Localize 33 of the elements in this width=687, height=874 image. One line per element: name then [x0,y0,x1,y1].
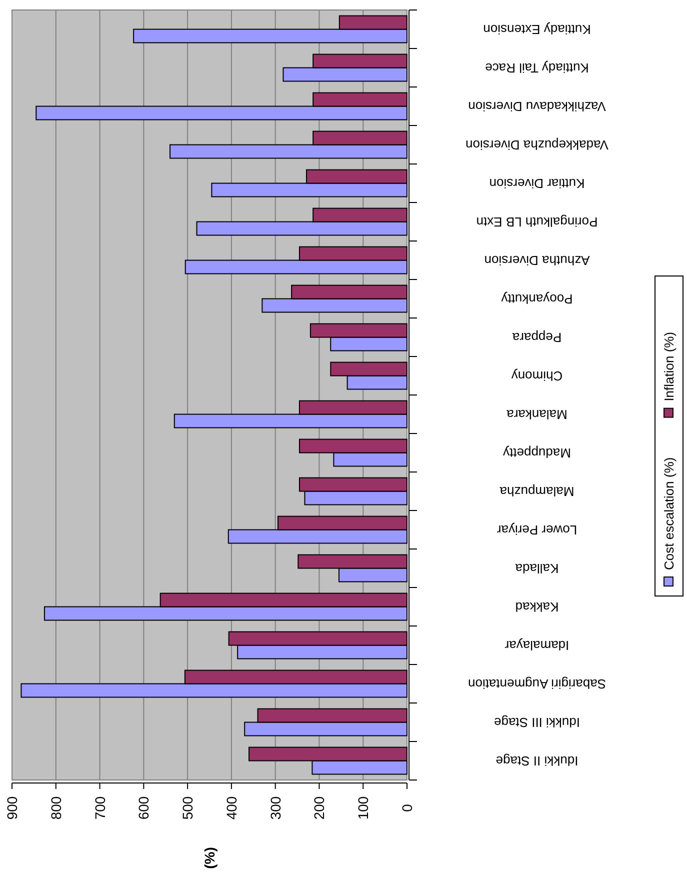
x-tick-label: 0 [399,804,415,812]
x-tick-label: 100 [355,796,372,820]
x-tick-label: 500 [180,796,196,820]
x-tick-label: 400 [223,796,240,820]
y-tick-label: Kallada [514,560,559,576]
y-tick-label: Pooyankutty [500,291,573,306]
y-tick-label: Kuttiar Diversion [489,176,585,191]
x-tick-label: 600 [136,796,152,820]
y-tick-label: Idukki III Stage [494,714,580,730]
y-tick-label: Malankara [506,406,568,422]
y-tick-label: Peppara [512,330,562,345]
text: Inflation (%) [662,332,676,402]
y-tick-label: Vazhikkadavu Diversion [468,98,606,114]
y-tick-label: Kuttiady Tail Race [485,60,589,76]
y-tick-label: Lower Periyar [496,522,578,538]
y-tick-label: Kakkad [515,599,559,614]
y-tick-label: Vadakkepuzha Diversion [466,137,608,152]
y-tick-label: Kuttiady Extension [483,22,591,37]
y-tick-label: Azhutha Diversion [484,252,590,268]
y-tick-label: Maduppetty [502,445,571,460]
y-tick-label: Malampuzha [499,484,574,499]
y-tick-label: Idukki II Stage [496,753,578,768]
text: Cost escalation (%) [662,457,676,570]
y-tick-label: Chimony [510,368,563,384]
y-axis-title: (%) [202,847,218,869]
x-tick-label: 700 [92,796,108,820]
y-tick-label: Poringalkuth LB Extn [476,214,598,230]
x-tick-label: 200 [311,796,328,820]
y-tick-label: Sabarigiri Augmentation [468,676,606,692]
x-tick-label: 900 [4,796,20,820]
y-tick-label: Idamalayar [504,638,570,653]
x-tick-label: 300 [267,796,284,820]
x-tick-label: 800 [48,796,64,820]
